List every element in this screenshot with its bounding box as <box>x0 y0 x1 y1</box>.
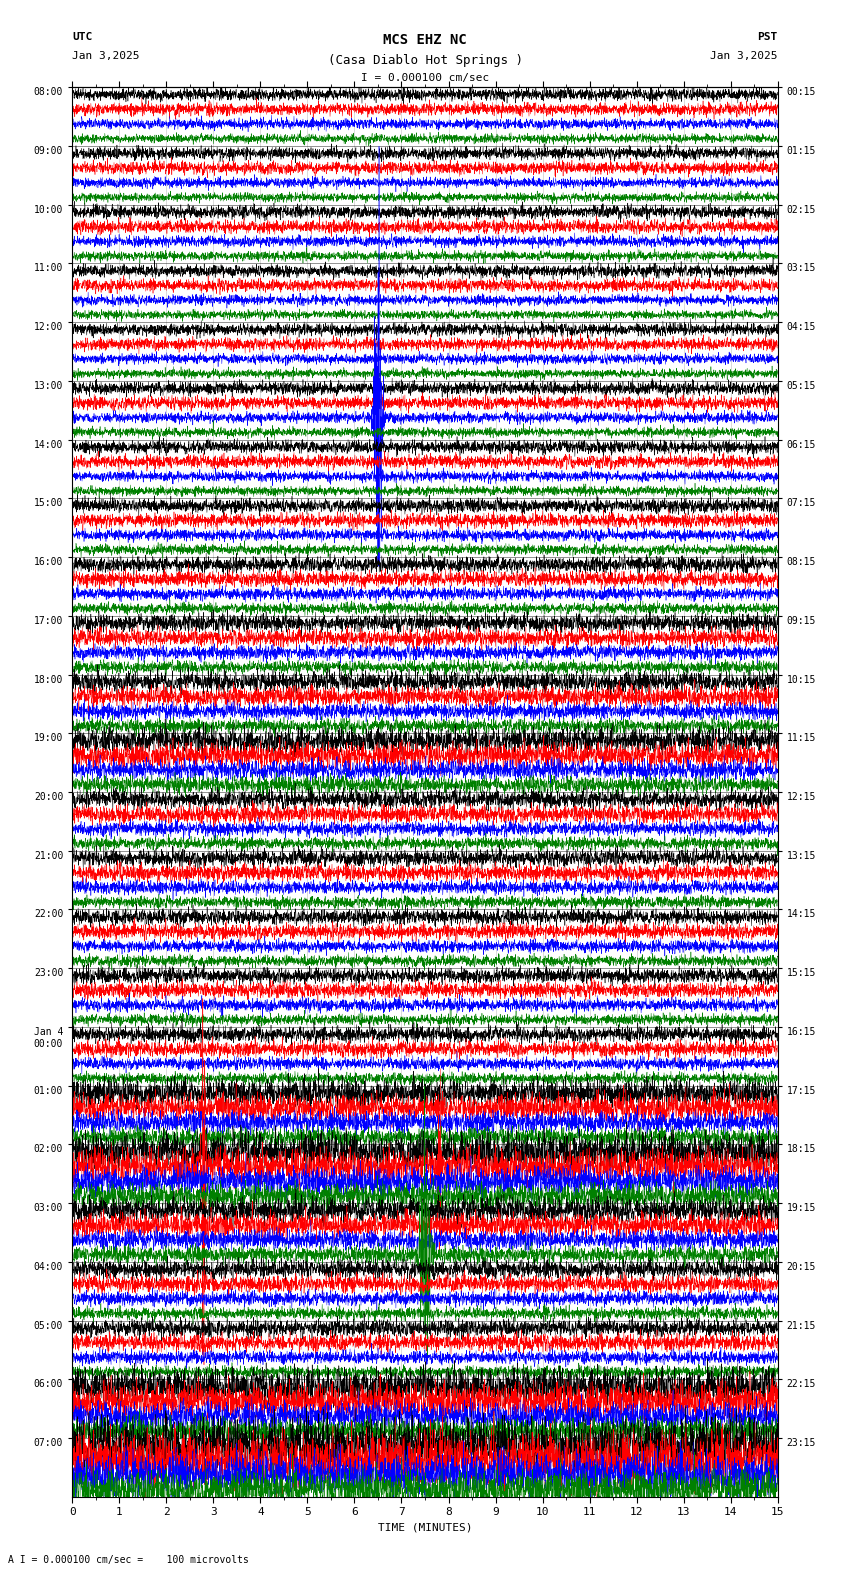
Text: Jan 3,2025: Jan 3,2025 <box>72 51 139 60</box>
X-axis label: TIME (MINUTES): TIME (MINUTES) <box>377 1522 473 1533</box>
Text: (Casa Diablo Hot Springs ): (Casa Diablo Hot Springs ) <box>327 54 523 67</box>
Text: UTC: UTC <box>72 32 93 41</box>
Text: Jan 3,2025: Jan 3,2025 <box>711 51 778 60</box>
Text: MCS EHZ NC: MCS EHZ NC <box>383 33 467 48</box>
Text: PST: PST <box>757 32 778 41</box>
Text: A I = 0.000100 cm/sec =    100 microvolts: A I = 0.000100 cm/sec = 100 microvolts <box>8 1555 249 1565</box>
Text: I = 0.000100 cm/sec: I = 0.000100 cm/sec <box>361 73 489 82</box>
